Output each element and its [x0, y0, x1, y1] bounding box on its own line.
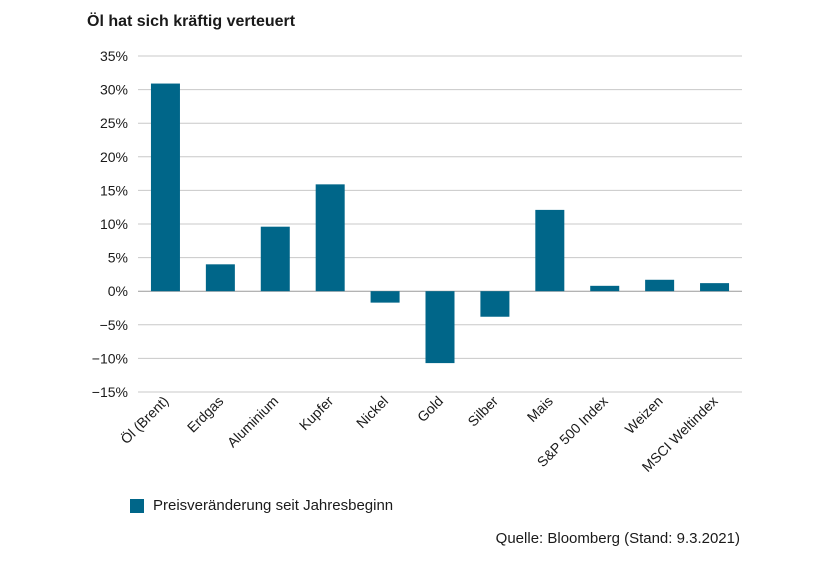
- y-tick-label: −15%: [92, 384, 128, 400]
- bar: [645, 279, 675, 292]
- x-tick-label: Erdgas: [184, 393, 227, 436]
- y-tick-label: 15%: [100, 182, 128, 198]
- bar: [425, 291, 455, 364]
- x-tick-label: Kupfer: [296, 393, 337, 434]
- bar: [700, 283, 730, 292]
- source-note: Quelle: Bloomberg (Stand: 9.3.2021): [495, 530, 740, 547]
- y-tick-label: −5%: [100, 317, 128, 333]
- bar: [480, 291, 510, 317]
- legend-label: Preisveränderung seit Jahresbeginn: [153, 497, 394, 514]
- x-tick-label: Nickel: [353, 393, 391, 431]
- y-tick-label: 0%: [108, 283, 128, 299]
- bar: [535, 209, 565, 292]
- y-tick-label: 10%: [100, 216, 128, 232]
- bar: [205, 264, 235, 292]
- y-tick-label: 5%: [108, 250, 128, 266]
- y-tick-label: 20%: [100, 149, 128, 165]
- y-tick-label: 35%: [100, 48, 128, 64]
- y-tick-label: 25%: [100, 115, 128, 131]
- bar: [260, 226, 290, 292]
- x-tick-label: Mais: [524, 393, 556, 425]
- bar: [150, 83, 180, 292]
- chart-title: Öl hat sich kräftig verteuert: [87, 13, 296, 30]
- bar: [315, 184, 345, 292]
- bar: [370, 291, 400, 303]
- y-tick-label: 30%: [100, 82, 128, 98]
- bar: [590, 285, 620, 292]
- x-tick-label: Öl (Brent): [117, 392, 172, 447]
- legend: Preisveränderung seit Jahresbeginn: [130, 497, 393, 514]
- x-tick-label: Gold: [414, 393, 446, 425]
- legend-swatch: [130, 498, 144, 513]
- x-tick-label: Silber: [464, 393, 501, 430]
- x-tick-label: Aluminium: [224, 393, 282, 451]
- x-tick-label: Weizen: [622, 393, 666, 437]
- y-tick-label: −10%: [92, 350, 128, 366]
